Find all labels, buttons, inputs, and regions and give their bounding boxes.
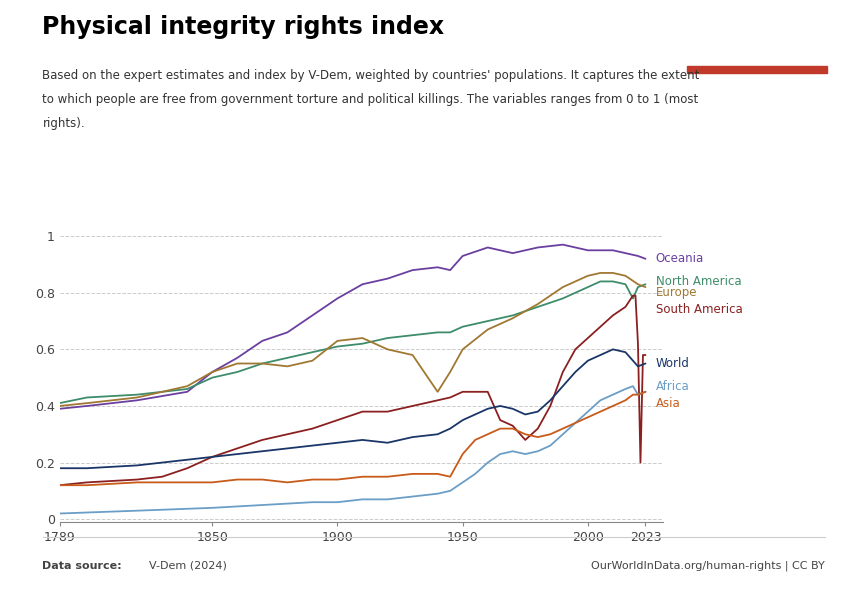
Text: Europe: Europe — [655, 286, 697, 299]
Text: in Data: in Data — [733, 44, 781, 58]
Text: Asia: Asia — [655, 397, 680, 410]
Text: Based on the expert estimates and index by V-Dem, weighted by countries' populat: Based on the expert estimates and index … — [42, 69, 700, 82]
Text: World: World — [655, 357, 689, 370]
Text: Our World: Our World — [723, 26, 791, 38]
Text: Physical integrity rights index: Physical integrity rights index — [42, 15, 445, 39]
Text: Data source:: Data source: — [42, 561, 126, 571]
Text: V-Dem (2024): V-Dem (2024) — [149, 561, 227, 571]
Text: Africa: Africa — [655, 380, 689, 392]
Bar — [687, 65, 827, 73]
Text: OurWorldInData.org/human-rights | CC BY: OurWorldInData.org/human-rights | CC BY — [591, 561, 824, 571]
Text: South America: South America — [655, 303, 742, 316]
Text: North America: North America — [655, 275, 741, 288]
Text: to which people are free from government torture and political killings. The var: to which people are free from government… — [42, 93, 699, 106]
Text: Oceania: Oceania — [655, 252, 704, 265]
Text: rights).: rights). — [42, 117, 85, 130]
